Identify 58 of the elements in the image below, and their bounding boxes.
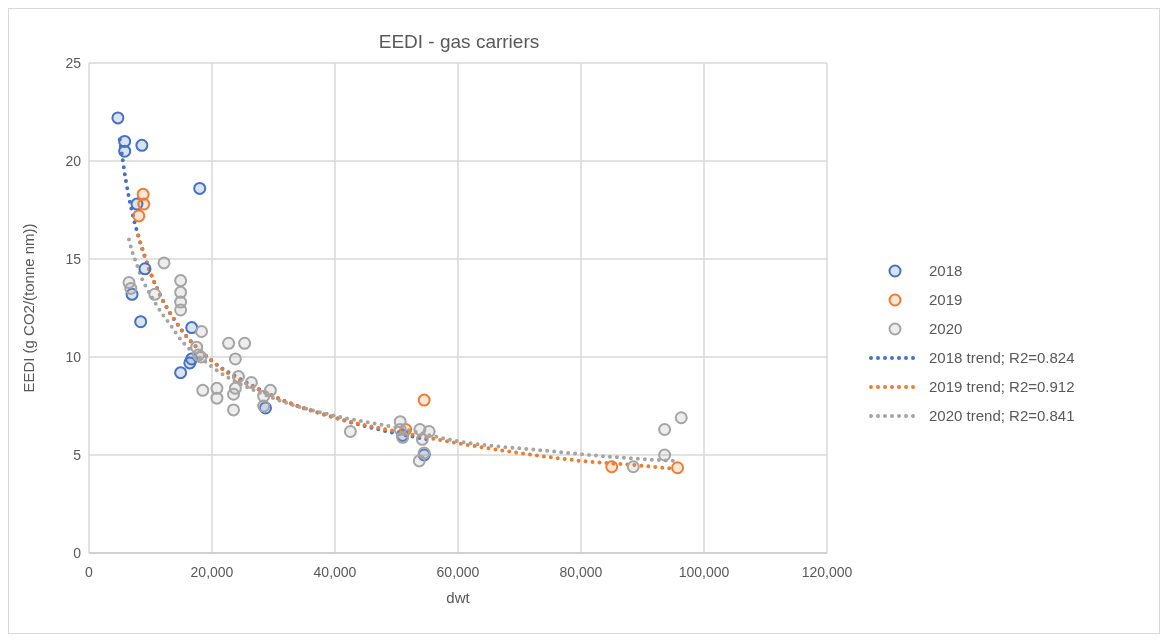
y-tick-label: 5	[73, 447, 82, 463]
chart-title: EEDI - gas carriers	[377, 30, 541, 53]
legend-label: 2018	[929, 262, 963, 279]
point	[244, 375, 258, 389]
y-tick-label: 0	[73, 545, 82, 561]
legend-label: 2019	[929, 291, 963, 308]
point	[422, 424, 436, 438]
x-tick-label: 20,000	[190, 564, 234, 580]
y-tick-label: 15	[65, 251, 82, 267]
point	[135, 138, 149, 152]
point	[658, 448, 672, 462]
legend-label: 2018 trend; R2=0.824	[929, 349, 1075, 366]
point	[227, 403, 241, 417]
point	[118, 144, 132, 158]
point	[222, 336, 236, 350]
point	[196, 383, 210, 397]
legend-label: 2019 trend; R2=0.912	[929, 378, 1075, 395]
y-tick-label: 25	[65, 55, 82, 71]
point	[674, 411, 688, 425]
point	[412, 454, 426, 468]
point	[137, 197, 151, 211]
point	[174, 274, 188, 288]
x-tick-label: 60,000	[436, 564, 480, 580]
y-tick-label: 10	[65, 349, 82, 365]
point	[193, 181, 207, 195]
point	[228, 352, 242, 366]
point	[228, 381, 242, 395]
x-tick-label: 80,000	[559, 564, 603, 580]
point	[157, 256, 171, 270]
point	[111, 111, 125, 125]
point	[148, 287, 162, 301]
point	[134, 315, 148, 329]
point	[138, 262, 152, 276]
point	[658, 423, 672, 437]
point	[124, 281, 138, 295]
point	[343, 424, 357, 438]
point	[238, 336, 252, 350]
x-tick-label: 120,000	[801, 564, 853, 580]
point	[605, 460, 619, 474]
point	[210, 391, 224, 405]
point	[231, 370, 245, 384]
y-tick-label: 20	[65, 153, 82, 169]
y-axis-title: EEDI (g CO2/(tonne nm))	[20, 223, 38, 393]
legend-label: 2020	[929, 320, 963, 337]
x-tick-label: 100,000	[678, 564, 730, 580]
x-axis-title: dwt	[446, 589, 471, 606]
x-tick-label: 0	[85, 564, 94, 580]
point	[671, 461, 685, 475]
legend-label: 2020 trend; R2=0.841	[929, 407, 1075, 424]
point	[626, 460, 640, 474]
point	[132, 209, 146, 223]
point	[174, 366, 188, 380]
point	[195, 325, 209, 339]
x-tick-label: 40,000	[313, 564, 357, 580]
point	[185, 321, 199, 335]
point	[417, 393, 431, 407]
point	[415, 432, 429, 446]
point	[174, 303, 188, 317]
